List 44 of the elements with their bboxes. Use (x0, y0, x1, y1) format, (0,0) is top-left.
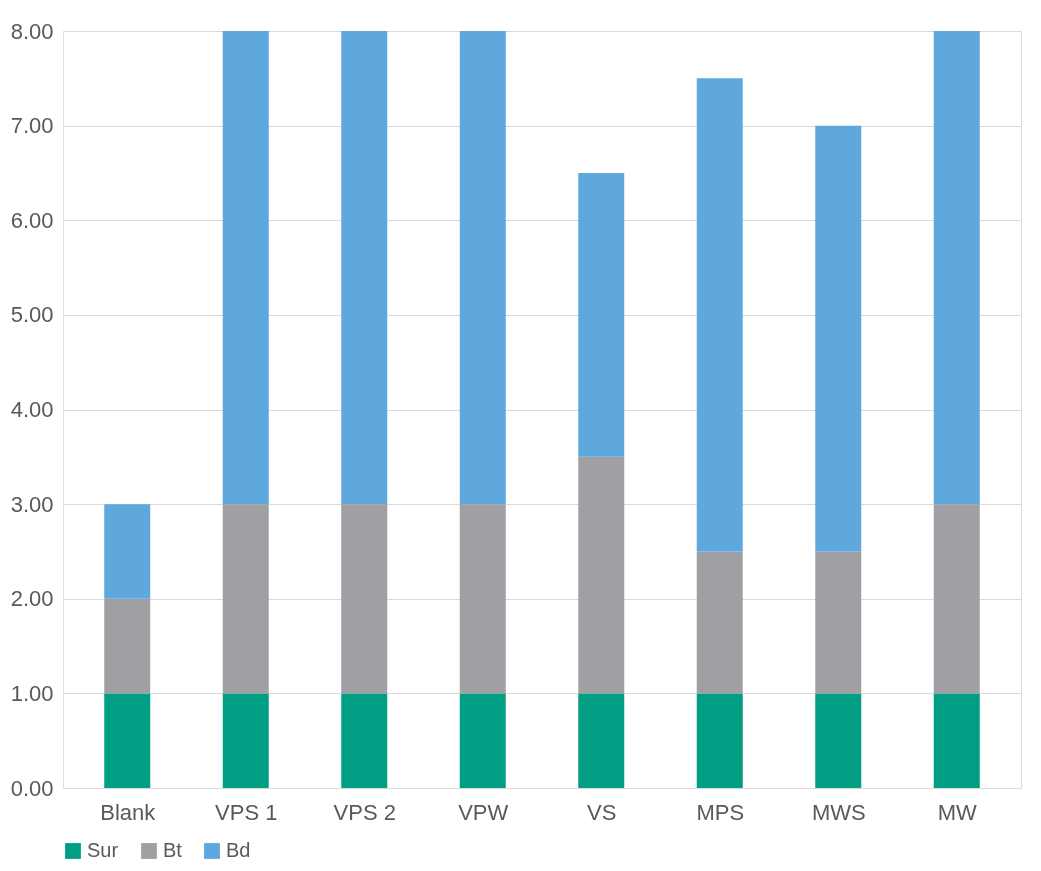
x-tick-label: MW (937, 799, 978, 825)
bar (341, 693, 388, 788)
bar (933, 504, 980, 694)
y-tick-label: 3.00 (10, 491, 54, 517)
x-tick-label: VPS 2 (333, 799, 396, 825)
bar (933, 693, 980, 788)
legend-label: Bd (226, 839, 251, 861)
y-tick-label: 7.00 (10, 113, 54, 139)
bar (341, 31, 388, 505)
bar (341, 504, 388, 694)
y-tick-label: 6.00 (10, 207, 54, 233)
bar (222, 504, 269, 694)
x-tick-label: Blank (100, 799, 157, 825)
x-tick-label: MPS (696, 799, 745, 825)
bar (578, 456, 625, 694)
y-tick-label: 4.00 (10, 397, 54, 422)
x-tick-label: MWS (811, 799, 866, 825)
bar (104, 598, 151, 694)
bar (104, 504, 151, 599)
bar (104, 693, 151, 788)
bar (222, 31, 269, 505)
bar (933, 31, 980, 505)
legend-label: Bt (163, 839, 183, 861)
bar (815, 693, 862, 788)
x-tick-label: VS (587, 799, 617, 825)
bar (578, 172, 625, 457)
x-tick-label: VPW (458, 799, 509, 825)
bar (815, 551, 862, 694)
y-tick-label: 5.00 (10, 302, 54, 328)
bar (696, 78, 743, 552)
bar (459, 31, 506, 505)
bar (222, 693, 269, 788)
bar (459, 693, 506, 788)
y-tick-label: 2.00 (10, 586, 54, 612)
bar (696, 693, 743, 788)
y-tick-label: 0.00 (10, 775, 54, 801)
y-tick-label: 1.00 (10, 680, 54, 706)
bar (459, 504, 506, 694)
bar (815, 125, 862, 552)
x-tick-label: VPS 1 (215, 799, 278, 825)
y-tick-label: 8.00 (10, 18, 54, 44)
bar (696, 551, 743, 694)
bar (578, 693, 625, 788)
legend-label: Sur (87, 839, 119, 861)
